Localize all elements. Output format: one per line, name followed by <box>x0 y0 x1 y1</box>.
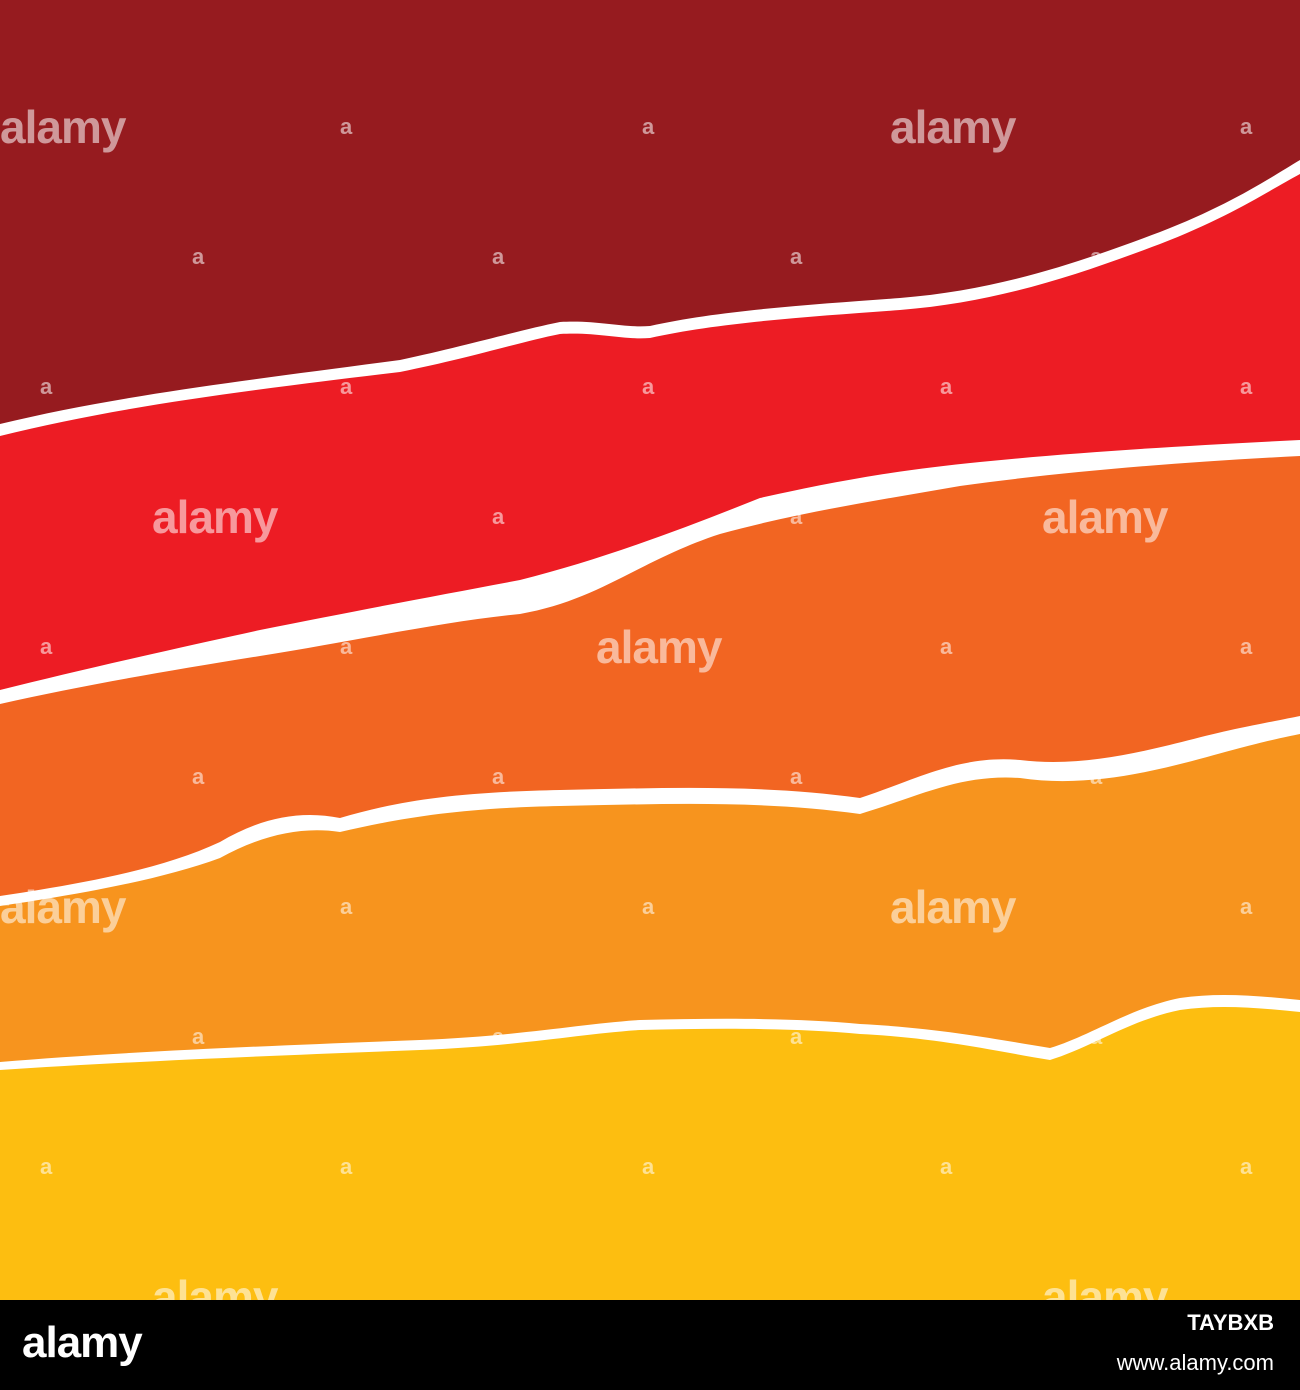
alamy-logo: alamy <box>22 1318 143 1367</box>
watermark-a: a <box>492 504 505 529</box>
watermark-a: a <box>940 374 953 399</box>
image-id: TAYBXB <box>1187 1310 1274 1335</box>
watermark-a: a <box>340 634 353 659</box>
watermark-a: a <box>1240 1154 1253 1179</box>
watermark-a: a <box>1090 764 1103 789</box>
watermark-a: a <box>1240 634 1253 659</box>
watermark-a: a <box>790 504 803 529</box>
footer-bar: alamy TAYBXB www.alamy.com <box>0 1300 1300 1390</box>
watermark-a: a <box>1090 244 1103 269</box>
watermark-alamy: alamy <box>1042 491 1168 543</box>
watermark-a: a <box>492 244 505 269</box>
watermark-alamy: alamy <box>890 101 1016 153</box>
watermark-a: a <box>642 114 655 139</box>
torn-paper-artwork: alamy alamy alamy alamy alamy alamy alam… <box>0 0 1300 1300</box>
watermark-a: a <box>940 1154 953 1179</box>
watermark-a: a <box>192 244 205 269</box>
watermark-a: a <box>940 634 953 659</box>
watermark-alamy: alamy <box>0 101 126 153</box>
watermark-a: a <box>40 634 53 659</box>
watermark-a: a <box>340 374 353 399</box>
layer-yellow <box>0 1006 1300 1300</box>
watermark-a: a <box>642 1154 655 1179</box>
watermark-alamy: alamy <box>152 1271 278 1300</box>
watermark-a: a <box>192 764 205 789</box>
watermark-a: a <box>492 764 505 789</box>
site-url: www.alamy.com <box>1116 1350 1274 1375</box>
watermark-a: a <box>340 1154 353 1179</box>
watermark-a: a <box>642 374 655 399</box>
watermark-a: a <box>1090 1024 1103 1049</box>
watermark-a: a <box>192 1024 205 1049</box>
watermark-alamy: alamy <box>596 621 722 673</box>
watermark-a: a <box>790 244 803 269</box>
watermark-a: a <box>1240 114 1253 139</box>
watermark-alamy: alamy <box>152 491 278 543</box>
watermark-a: a <box>492 1024 505 1049</box>
watermark-a: a <box>40 374 53 399</box>
watermark-a: a <box>790 764 803 789</box>
watermark-a: a <box>340 114 353 139</box>
watermark-a: a <box>1240 894 1253 919</box>
watermark-a: a <box>790 1024 803 1049</box>
watermark-a: a <box>642 894 655 919</box>
watermark-a: a <box>340 894 353 919</box>
watermark-alamy: alamy <box>1042 1271 1168 1300</box>
watermark-alamy: alamy <box>0 881 126 933</box>
watermark-a: a <box>1240 374 1253 399</box>
watermark-a: a <box>40 1154 53 1179</box>
watermark-alamy: alamy <box>890 881 1016 933</box>
